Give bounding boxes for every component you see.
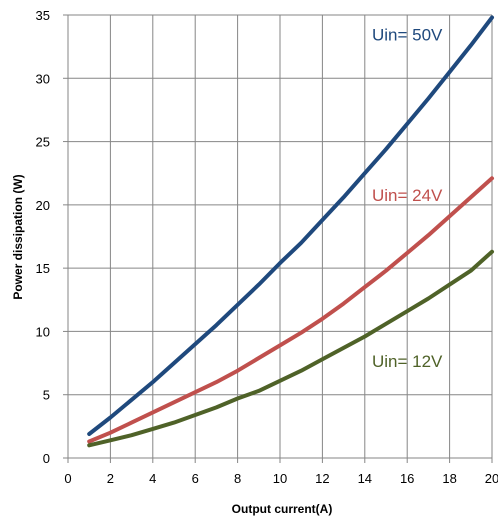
series-labels: Uin= 50V Uin= 24V Uin= 12V bbox=[372, 25, 443, 371]
x-axis-title: Output current(A) bbox=[232, 502, 333, 516]
y-tick-label: 20 bbox=[36, 198, 50, 213]
x-tick-label: 0 bbox=[64, 471, 71, 486]
x-tick-label: 18 bbox=[442, 471, 456, 486]
x-tick-label: 16 bbox=[400, 471, 414, 486]
y-tick-label: 30 bbox=[36, 71, 50, 86]
y-tick-label: 0 bbox=[43, 451, 50, 466]
y-axis-title: Power dissipation (W) bbox=[11, 174, 25, 299]
series-line bbox=[87, 249, 494, 448]
x-tick-label: 20 bbox=[485, 471, 498, 486]
series-line bbox=[87, 15, 494, 436]
y-tick-label: 5 bbox=[43, 388, 50, 403]
x-tick-label: 12 bbox=[315, 471, 329, 486]
y-tick-label: 25 bbox=[36, 135, 50, 150]
x-tick-label: 14 bbox=[358, 471, 372, 486]
x-tick-label: 10 bbox=[273, 471, 287, 486]
x-tick-label: 8 bbox=[234, 471, 241, 486]
series-label: Uin= 12V bbox=[372, 352, 443, 371]
series-line bbox=[87, 176, 494, 444]
x-tick-label: 6 bbox=[192, 471, 199, 486]
y-tick-label: 35 bbox=[36, 8, 50, 23]
x-tick-label: 4 bbox=[149, 471, 156, 486]
y-tick-label: 10 bbox=[36, 324, 50, 339]
chart-axes bbox=[63, 14, 493, 463]
x-tick-label: 2 bbox=[107, 471, 114, 486]
y-tick-label: 15 bbox=[36, 261, 50, 276]
series-lines bbox=[87, 15, 494, 448]
x-tick-labels: 0 2 4 6 8 10 12 14 16 18 20 bbox=[64, 471, 498, 486]
series-label: Uin= 50V bbox=[372, 25, 443, 44]
y-tick-labels: 0 5 10 15 20 25 30 35 bbox=[36, 8, 50, 466]
series-label: Uin= 24V bbox=[372, 186, 443, 205]
